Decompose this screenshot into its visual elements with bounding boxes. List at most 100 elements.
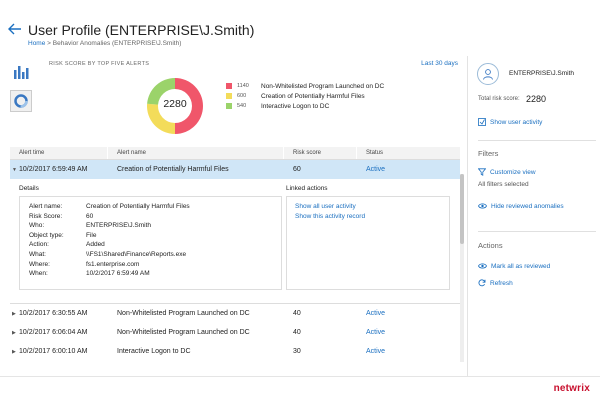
column-header-risk-score[interactable]: Risk score	[284, 147, 357, 159]
legend-label: Interactive Logon to DC	[261, 102, 330, 110]
table-row[interactable]: ▶ 10/2/2017 6:06:04 AM Non-Whitelisted Pro…	[10, 323, 460, 342]
detail-key: Who:	[29, 222, 45, 230]
breadcrumb-home[interactable]: Home	[28, 40, 46, 47]
actions-heading: Actions	[478, 241, 503, 250]
expand-caret-icon[interactable]: ▶	[12, 330, 16, 336]
hide-reviewed-anomalies-link[interactable]: Hide reviewed anomalies	[478, 202, 564, 210]
detail-value: ENTERPRISE\J.Smith	[86, 222, 152, 230]
detail-key: Alert name:	[29, 203, 63, 210]
risk-donut-chart	[147, 78, 203, 134]
table-row-selected[interactable]: ▼ 10/2/2017 6:59:49 AM Creation of Potent…	[10, 160, 460, 179]
details-box	[19, 196, 282, 290]
column-header-alert-time[interactable]: Alert time	[10, 147, 108, 159]
alerts-table-rows: ▶ 10/2/2017 6:30:55 AM Non-Whitelisted Pro…	[10, 304, 460, 361]
table-scrollbar[interactable]	[460, 174, 464, 362]
period-selector[interactable]: Last 30 days	[421, 60, 458, 67]
donut-slice-0[interactable]	[175, 78, 203, 134]
show-user-activity-label: Show user activity	[490, 118, 543, 126]
donut-slice-2[interactable]	[147, 78, 175, 105]
avatar	[477, 63, 499, 85]
linked-actions-box	[286, 196, 450, 290]
refresh-icon	[478, 279, 486, 287]
sidebar-divider	[478, 140, 596, 141]
chart-legend: 1140 Non-Whitelisted Program Launched on …	[226, 81, 384, 111]
detail-value: \\FS1\Shared\Finance\Reports.exe	[86, 251, 187, 258]
alerts-table: Alert time Alert name Risk score Status …	[10, 147, 460, 304]
risk-score: 40	[293, 329, 301, 336]
alert-time: 10/2/2017 6:30:55 AM	[19, 310, 88, 317]
legend-swatch	[226, 93, 232, 99]
legend-item: 1140 Non-Whitelisted Program Launched on …	[226, 81, 384, 91]
table-row[interactable]: ▶ 10/2/2017 6:00:10 AM Interactive Logon t…	[10, 342, 460, 361]
expand-caret-icon[interactable]: ▶	[12, 349, 16, 355]
alert-name: Creation of Potentially Harmful Files	[117, 166, 229, 173]
collapse-caret-icon[interactable]: ▼	[12, 167, 17, 173]
column-header-alert-name[interactable]: Alert name	[108, 147, 284, 159]
expand-caret-icon[interactable]: ▶	[12, 311, 16, 317]
donut-chart-view-button[interactable]	[10, 90, 32, 112]
page-title: User Profile (ENTERPRISE\J.Smith)	[28, 22, 255, 38]
risk-score: 60	[293, 166, 301, 173]
show-user-activity-link[interactable]: Show user activity	[478, 118, 542, 126]
show-activity-record-link[interactable]: Show this activity record	[295, 213, 366, 220]
right-sidebar: ENTERPRISE\J.Smith Total risk score: 228…	[467, 56, 600, 376]
status-link[interactable]: Active	[366, 329, 386, 336]
detail-key: Where:	[29, 260, 50, 268]
legend-value: 600	[237, 93, 247, 99]
eye-icon	[478, 203, 487, 209]
netwrix-logo: netwrix	[553, 383, 590, 394]
detail-value: Creation of Potentially Harmful Files	[86, 203, 190, 210]
detail-key: Risk Score:	[29, 212, 63, 220]
detail-value: File	[86, 231, 97, 239]
total-risk-score-value: 2280	[526, 94, 547, 104]
customize-view-link[interactable]: Customize view	[478, 168, 536, 176]
alert-name: Non-Whitelisted Program Launched on DC	[117, 329, 250, 336]
bar-chart-view-button[interactable]	[10, 61, 32, 83]
refresh-label: Refresh	[490, 279, 513, 287]
detail-key: Object type:	[29, 231, 64, 239]
filters-status-text: All filters selected	[478, 181, 529, 188]
customize-view-label: Customize view	[490, 168, 536, 176]
table-row[interactable]: ▶ 10/2/2017 6:30:55 AM Non-Whitelisted Pro…	[10, 304, 460, 323]
donut-chart-icon	[14, 94, 28, 108]
main-panel: RISK SCORE BY TOP FIVE ALERTS Last 30 da…	[0, 56, 467, 376]
page-header: User Profile (ENTERPRISE\J.Smith) Home >…	[0, 0, 600, 56]
alert-name: Interactive Logon to DC	[117, 348, 191, 355]
status-link[interactable]: Active	[366, 166, 386, 173]
show-all-user-activity-link[interactable]: Show all user activity	[295, 203, 356, 210]
legend-label: Non-Whitelisted Program Launched on DC	[261, 82, 385, 90]
scrollbar-thumb[interactable]	[460, 174, 464, 244]
alert-details-panel: Details Linked actions Alert name: Creati…	[10, 179, 460, 304]
legend-value: 1140	[237, 83, 249, 89]
linked-actions-title: Linked actions	[286, 185, 328, 192]
risk-score-heading: RISK SCORE BY TOP FIVE ALERTS	[49, 61, 150, 67]
donut-total-label: 2280	[163, 98, 187, 110]
breadcrumb: Home > Behavior Anomalies (ENTERPRISE\J.…	[28, 40, 181, 47]
refresh-link[interactable]: Refresh	[478, 279, 513, 287]
breadcrumb-separator: >	[45, 40, 53, 47]
detail-key: When:	[29, 270, 48, 278]
legend-value: 540	[237, 103, 247, 109]
user-icon	[483, 69, 493, 80]
donut-slice-1[interactable]	[147, 103, 175, 134]
status-link[interactable]: Active	[366, 310, 386, 317]
filter-icon	[478, 168, 486, 176]
legend-swatch	[226, 103, 232, 109]
eye-icon	[478, 263, 487, 269]
detail-key: Action:	[29, 241, 49, 249]
detail-key: What:	[29, 251, 46, 258]
back-arrow-icon[interactable]	[8, 23, 22, 35]
detail-value: fs1.enterprise.com	[86, 260, 140, 268]
mark-all-reviewed-label: Mark all as reviewed	[491, 262, 551, 270]
risk-score: 40	[293, 310, 301, 317]
legend-item: 600 Creation of Potentially Harmful Files	[226, 91, 384, 101]
detail-value: 60	[86, 212, 94, 220]
detail-value: 10/2/2017 6:59:49 AM	[86, 270, 150, 278]
status-link[interactable]: Active	[366, 348, 386, 355]
filters-heading: Filters	[478, 149, 499, 158]
column-header-status[interactable]: Status	[366, 150, 384, 156]
mark-all-reviewed-link[interactable]: Mark all as reviewed	[478, 262, 550, 270]
bar-chart-icon	[14, 66, 29, 79]
risk-score: 30	[293, 348, 301, 355]
user-name: ENTERPRISE\J.Smith	[509, 70, 575, 77]
